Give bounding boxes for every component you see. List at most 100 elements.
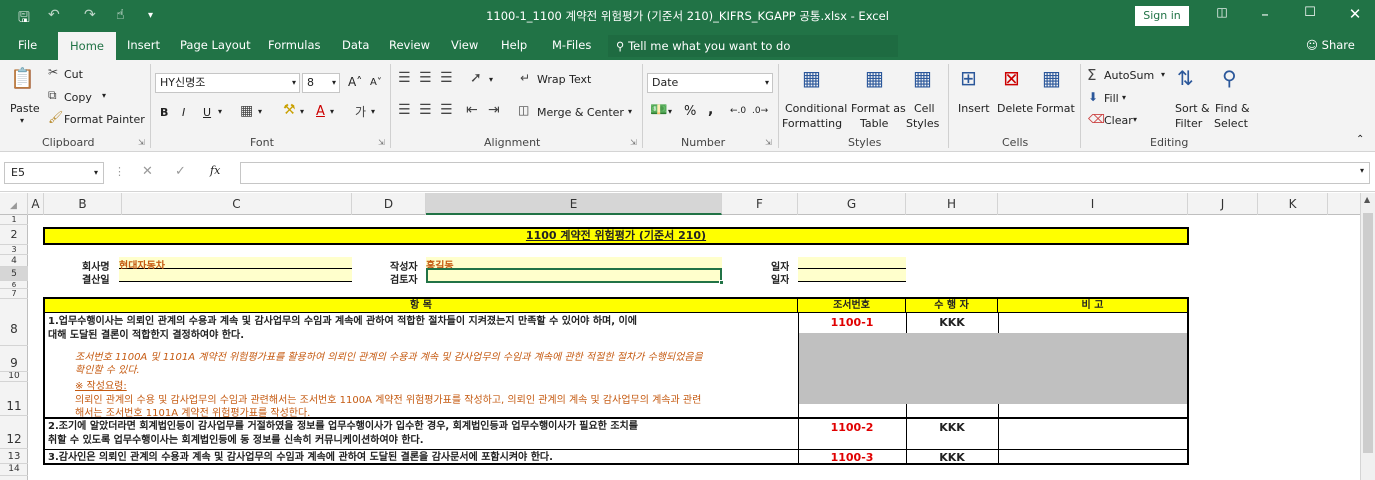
align-left-icon[interactable]: ☰ [398, 102, 411, 118]
redo-icon[interactable]: ↷ [84, 7, 96, 23]
tab-page-layout[interactable]: Page Layout [180, 38, 251, 52]
increase-font-icon[interactable]: A˄ [348, 75, 363, 89]
font-name-box[interactable]: HY신명조 ▾ [155, 73, 300, 93]
paste-button[interactable]: Paste [10, 102, 40, 115]
copy-dropdown-icon[interactable]: ▾ [102, 91, 107, 100]
conditional-formatting-button[interactable]: Conditional [785, 102, 848, 115]
tab-review[interactable]: Review [389, 38, 431, 52]
align-top-icon[interactable]: ☰ [398, 70, 411, 86]
column-header-j[interactable]: J [1188, 193, 1258, 215]
number-launcher-icon[interactable]: ⇲ [765, 138, 772, 147]
date-field-2[interactable] [798, 269, 906, 282]
tab-help[interactable]: Help [501, 38, 528, 52]
undo-icon[interactable]: ↶ [48, 7, 60, 23]
column-header-d[interactable]: D [352, 193, 426, 215]
sort-filter-button[interactable]: Sort & [1175, 102, 1210, 115]
increase-decimal-icon[interactable]: ←.0 [730, 106, 747, 116]
merge-dropdown-icon[interactable]: ▾ [628, 107, 633, 116]
decrease-font-icon[interactable]: A˅ [370, 77, 382, 88]
paste-dropdown-icon[interactable]: ▾ [20, 116, 25, 125]
tab-home[interactable]: Home [58, 32, 116, 60]
reviewer-field-selected[interactable] [426, 268, 722, 283]
fill-dropdown-icon[interactable]: ▾ [1122, 93, 1127, 102]
column-header-a[interactable]: A [28, 193, 44, 215]
fill-color-icon[interactable]: ⚒ [283, 102, 296, 118]
scroll-up-icon[interactable]: ▲ [1364, 195, 1371, 204]
decrease-decimal-icon[interactable]: .0→ [752, 106, 769, 116]
collapse-ribbon-icon[interactable]: ⌃ [1356, 134, 1365, 145]
font-launcher-icon[interactable]: ⇲ [378, 138, 385, 147]
phonetic-dropdown-icon[interactable]: ▾ [371, 107, 376, 116]
wrap-text-button[interactable]: Wrap Text [537, 73, 592, 86]
number-format-box[interactable]: Date ▾ [647, 73, 773, 93]
share-button[interactable]: ☺ Share [1306, 38, 1355, 52]
tell-me-search[interactable]: ⚲ Tell me what you want to do [608, 35, 898, 57]
fill-handle[interactable] [719, 280, 724, 285]
fill-color-dropdown-icon[interactable]: ▾ [300, 107, 305, 116]
column-header-i[interactable]: I [998, 193, 1188, 215]
underline-button[interactable]: U [203, 106, 212, 119]
cancel-icon[interactable]: ✕ [142, 164, 153, 179]
merge-center-button[interactable]: Merge & Center [537, 106, 624, 119]
ribbon-display-options-icon[interactable]: ◫ [1216, 5, 1228, 19]
font-color-icon[interactable]: A [316, 104, 325, 119]
alignment-launcher-icon[interactable]: ⇲ [630, 138, 637, 147]
row-header-5[interactable]: 5 [0, 267, 28, 281]
row-header-4[interactable]: 4 [0, 255, 28, 267]
insert-function-button[interactable]: fx [210, 164, 221, 177]
copy-button[interactable]: Copy [64, 91, 92, 104]
column-header-e[interactable]: E [426, 193, 722, 215]
align-bottom-icon[interactable]: ☰ [440, 70, 453, 86]
font-size-box[interactable]: 8 ▾ [302, 73, 340, 93]
column-header-f[interactable]: F [722, 193, 798, 215]
maximize-button[interactable]: ☐ [1304, 5, 1316, 20]
tab-view[interactable]: View [451, 38, 479, 52]
row-header-7[interactable]: 7 [0, 289, 28, 299]
tab-data[interactable]: Data [342, 38, 370, 52]
expand-formula-bar-icon[interactable]: ▾ [1360, 166, 1365, 175]
minimize-button[interactable]: – [1261, 5, 1269, 23]
fill-button[interactable]: Fill [1104, 92, 1119, 105]
accounting-format-icon[interactable]: 💵 [650, 102, 668, 118]
sign-in-button[interactable]: Sign in [1135, 6, 1189, 26]
find-select-button[interactable]: Find & [1215, 102, 1250, 115]
tab-m-files[interactable]: M-Files [552, 38, 592, 52]
autosum-button[interactable]: AutoSum [1104, 69, 1155, 82]
align-right-icon[interactable]: ☰ [440, 102, 453, 118]
row-header-11[interactable]: 11 [0, 382, 28, 416]
row-header-8[interactable]: 8 [0, 299, 28, 346]
increase-indent-icon[interactable]: ⇥ [488, 102, 500, 118]
save-icon[interactable]: 🖫 [18, 10, 30, 26]
scrollbar-thumb[interactable] [1363, 213, 1373, 453]
align-center-icon[interactable]: ☰ [419, 102, 432, 118]
percent-style-button[interactable]: % [684, 104, 697, 119]
tab-file[interactable]: File [18, 38, 38, 52]
borders-dropdown-icon[interactable]: ▾ [258, 107, 263, 116]
font-color-dropdown-icon[interactable]: ▾ [330, 107, 335, 116]
decrease-indent-icon[interactable]: ⇤ [466, 102, 478, 118]
row-header-6[interactable]: 6 [0, 281, 28, 289]
clipboard-launcher-icon[interactable]: ⇲ [138, 138, 145, 147]
column-header-k[interactable]: K [1258, 193, 1328, 215]
italic-button[interactable]: I [182, 106, 186, 119]
row-header-1[interactable]: 1 [0, 215, 28, 225]
enter-icon[interactable]: ✓ [175, 164, 186, 179]
orientation-dropdown-icon[interactable]: ▾ [489, 75, 494, 84]
clear-dropdown-icon[interactable]: ▾ [1133, 115, 1138, 124]
row-header-10[interactable]: 10 [0, 372, 28, 382]
underline-dropdown-icon[interactable]: ▾ [218, 107, 223, 116]
touch-mode-icon[interactable]: ☝ [116, 7, 125, 23]
insert-cells-button[interactable]: Insert [958, 102, 990, 115]
column-header-c[interactable]: C [122, 193, 352, 215]
comma-style-button[interactable]: , [708, 102, 714, 118]
phonetic-guide-icon[interactable]: 가 [355, 105, 367, 119]
tab-insert[interactable]: Insert [127, 38, 160, 52]
orientation-icon[interactable]: ➚ [470, 70, 482, 86]
closing-date-field[interactable] [119, 269, 352, 282]
accounting-dropdown-icon[interactable]: ▾ [668, 107, 673, 116]
column-header-b[interactable]: B [44, 193, 122, 215]
row-header-13[interactable]: 13 [0, 449, 28, 464]
row-header-2[interactable]: 2 [0, 225, 28, 245]
sheet-grid[interactable]: 1100 계약전 위험평가 (기준서 210) 회사명 현대자동차 결산일 작성… [29, 215, 1360, 480]
cell-styles-button[interactable]: Cell [914, 102, 935, 115]
